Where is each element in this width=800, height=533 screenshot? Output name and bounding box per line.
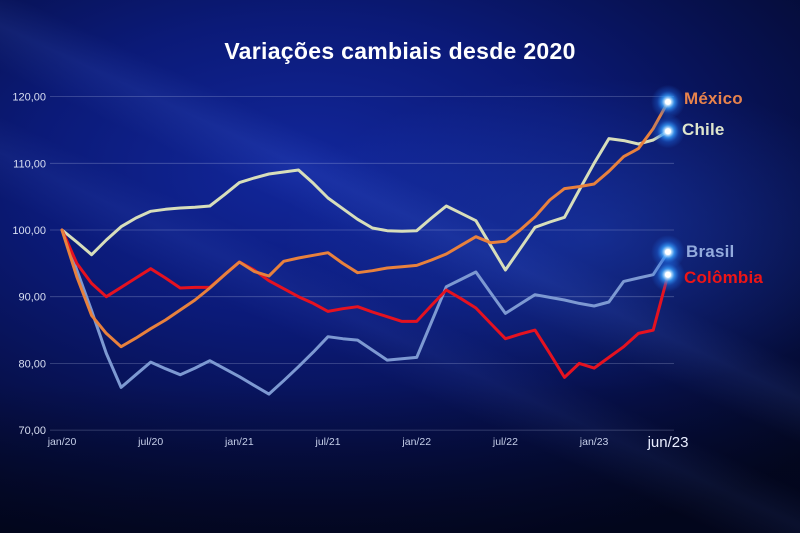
x-tick-label: jan/21 [224, 436, 254, 448]
series-label-chile: Chile [682, 120, 725, 139]
chart-title: Variações cambiais desde 2020 [224, 38, 576, 64]
x-tick-label: jul/22 [492, 436, 518, 448]
line-colombia [60, 228, 670, 379]
series-label-colombia: Colômbia [684, 268, 764, 287]
line-chile [60, 129, 670, 272]
x-tick-label: jan/20 [47, 436, 77, 448]
series-label-mexico: México [684, 89, 743, 108]
x-tick-label: jan/23 [579, 436, 609, 448]
x-tick-label: jul/20 [137, 436, 163, 448]
endpoint-dot-colombia [665, 271, 671, 278]
y-tick-label: 70,00 [18, 425, 46, 437]
y-tick-label: 110,00 [13, 158, 46, 170]
x-tick-label: jun/23 [647, 434, 689, 451]
line-mexico [60, 100, 670, 349]
y-tick-label: 80,00 [18, 358, 46, 370]
endpoint-dot-brasil [665, 249, 671, 256]
y-tick-label: 100,00 [12, 225, 46, 237]
y-tick-label: 90,00 [18, 292, 46, 304]
x-tick-label: jan/22 [401, 436, 431, 448]
endpoint-dot-chile [665, 128, 671, 135]
y-tick-label: 120,00 [12, 92, 46, 104]
line-brasil [60, 228, 670, 396]
endpoint-dot-mexico [665, 98, 671, 105]
series-label-brasil: Brasil [686, 242, 735, 261]
x-tick-label: jul/21 [314, 436, 340, 448]
